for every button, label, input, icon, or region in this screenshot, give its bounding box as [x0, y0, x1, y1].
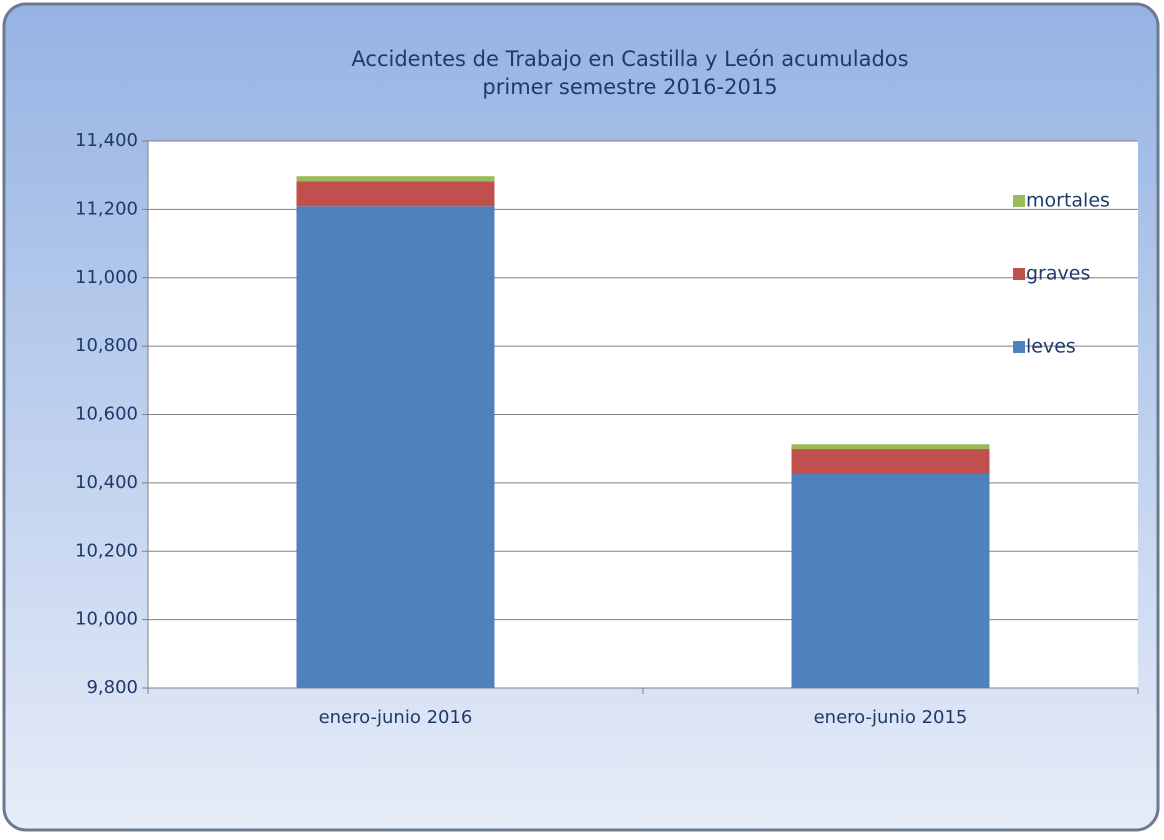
- legend-swatch: [1013, 195, 1025, 207]
- y-tick-label: 10,000: [75, 609, 138, 630]
- legend-label: leves: [1026, 336, 1076, 358]
- legend-label: graves: [1026, 263, 1090, 285]
- chart-title-line: primer semestre 2016-2015: [482, 75, 777, 99]
- bar-segment: [791, 444, 990, 450]
- legend-swatch: [1013, 268, 1025, 280]
- y-tick-label: 9,800: [86, 677, 138, 698]
- bar-segment: [791, 449, 990, 474]
- bar-segment: [791, 473, 990, 688]
- bar-segment: [296, 181, 495, 207]
- legend-label: mortales: [1026, 190, 1110, 212]
- chart-title: Accidentes de Trabajo en Castilla y León…: [351, 47, 908, 99]
- y-tick-label: 10,800: [75, 335, 138, 356]
- y-tick-label: 10,600: [75, 404, 138, 425]
- bar-segment: [296, 206, 495, 688]
- y-tick-label: 11,200: [75, 198, 138, 219]
- x-tick-label: enero-junio 2016: [319, 707, 473, 728]
- x-tick-label: enero-junio 2015: [814, 707, 968, 728]
- y-tick-label: 10,400: [75, 472, 138, 493]
- chart-title-line: Accidentes de Trabajo en Castilla y León…: [351, 47, 908, 71]
- legend-swatch: [1013, 341, 1025, 353]
- y-tick-label: 10,200: [75, 540, 138, 561]
- y-tick-label: 11,400: [75, 130, 138, 151]
- y-tick-label: 11,000: [75, 267, 138, 288]
- bar-segment: [296, 176, 495, 182]
